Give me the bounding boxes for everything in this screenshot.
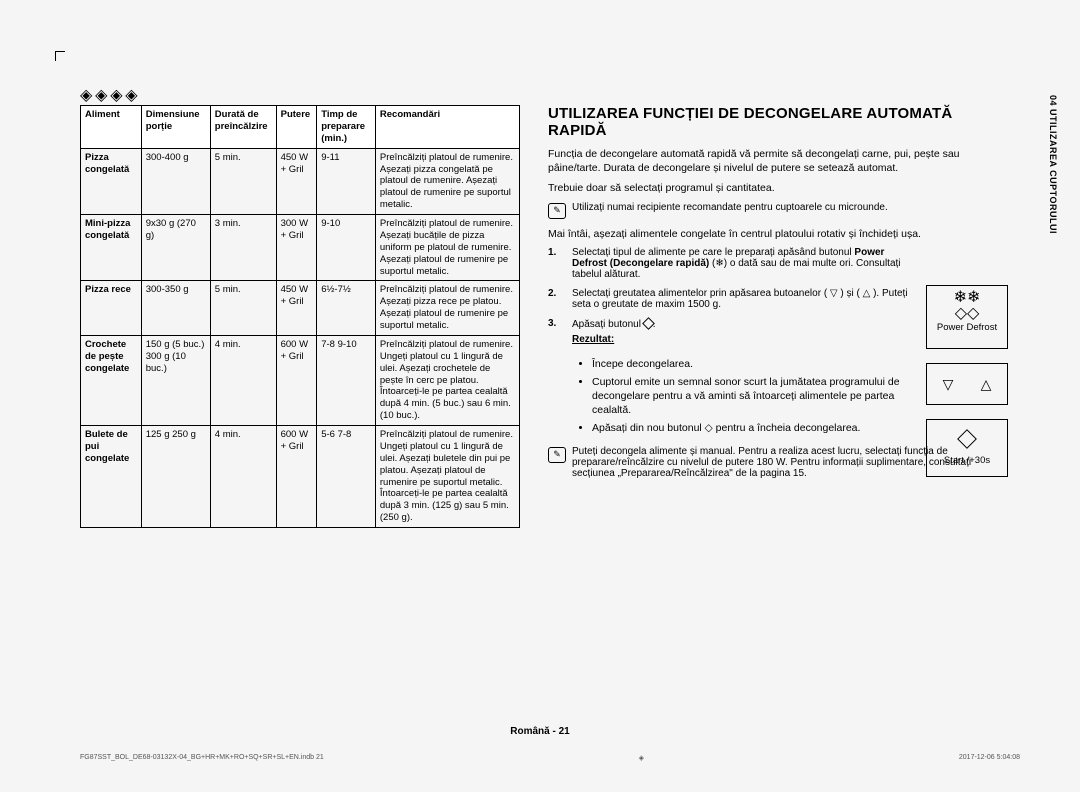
right-column: UTILIZAREA FUNCȚIEI DE DECONGELARE AUTOM… — [548, 105, 1008, 528]
table-header: Putere — [276, 106, 317, 149]
step-num: 2. — [548, 288, 564, 310]
table-row: Bulete de pui congelate125 g 250 g4 min.… — [81, 426, 520, 528]
up-arrow-icon: △ — [981, 376, 992, 393]
step-text: Selectați tipul de alimente pe care le p… — [572, 247, 854, 258]
table-cell: 7-8 9-10 — [317, 335, 376, 425]
intro-para-1: Funcția de decongelare automată rapidă v… — [548, 147, 1008, 175]
table-header: Dimensiune porție — [141, 106, 210, 149]
crop-mark-top: ◈ — [80, 87, 92, 104]
down-arrow-icon: ▽ — [943, 376, 954, 393]
intro-para-2: Trebuie doar să selectați programul și c… — [548, 181, 1008, 195]
table-cell: Mini-pizza congelată — [81, 215, 142, 281]
table-row: Crochete de pește congelate150 g (5 buc.… — [81, 335, 520, 425]
cooking-table: AlimentDimensiune porțieDurată de preînc… — [80, 105, 520, 528]
table-cell: Preîncălziți platoul de rumenire. Așezaț… — [375, 281, 519, 336]
crop-mark-left: ◈ — [110, 87, 122, 104]
defrost-icon: (❄) — [712, 258, 730, 269]
table-cell: 4 min. — [210, 426, 276, 528]
table-cell: Bulete de pui congelate — [81, 426, 142, 528]
result-item: Cuptorul emite un semnal sonor scurt la … — [592, 375, 918, 418]
table-row: Mini-pizza congelată9x30 g (270 g)3 min.… — [81, 215, 520, 281]
table-cell: 450 W + Gril — [276, 281, 317, 336]
crop-mark-icon: ◈ — [639, 754, 644, 762]
table-cell: 600 W + Gril — [276, 335, 317, 425]
table-cell: 150 g (5 buc.) 300 g (10 buc.) — [141, 335, 210, 425]
table-cell: Preîncălziți platoul de rumenire. Așezaț… — [375, 215, 519, 281]
note-1: ✎ Utilizați numai recipiente recomandate… — [548, 202, 1008, 219]
table-cell: Pizza rece — [81, 281, 142, 336]
table-cell: 300-400 g — [141, 148, 210, 214]
table-cell: 4 min. — [210, 335, 276, 425]
table-header: Aliment — [81, 106, 142, 149]
result-heading: Rezultat: — [572, 334, 918, 345]
box-label: Power Defrost — [929, 322, 1005, 333]
table-cell: 5-6 7-8 — [317, 426, 376, 528]
footer-left: FG87SST_BOL_DE68-03132X-04_BG+HR+MK+RO+S… — [80, 754, 324, 762]
side-tab: 04 UTILIZAREA CUPTORULUI — [1048, 95, 1058, 234]
note-icon: ✎ — [548, 203, 566, 219]
print-footer: FG87SST_BOL_DE68-03132X-04_BG+HR+MK+RO+S… — [80, 754, 1020, 762]
section-title: UTILIZAREA FUNCȚIEI DE DECONGELARE AUTOM… — [548, 105, 1008, 139]
table-cell: 450 W + Gril — [276, 148, 317, 214]
power-defrost-button: ❄❄◇◇ Power Defrost — [926, 285, 1008, 349]
table-cell: Pizza congelată — [81, 148, 142, 214]
page-footer: Română - 21 — [0, 726, 1080, 737]
snowflake-icon: ❄❄◇◇ — [929, 290, 1005, 322]
step-num: 3. — [548, 318, 564, 349]
table-header: Durată de preîncălzire — [210, 106, 276, 149]
result-item: Apăsați din nou butonul ◇ pentru a înche… — [592, 421, 918, 435]
note-text: Utilizați numai recipiente recomandate p… — [572, 202, 888, 219]
diamond-icon — [957, 429, 977, 449]
table-cell: 600 W + Gril — [276, 426, 317, 528]
table-cell: Preîncălziți platoul de rumenire. Ungeți… — [375, 335, 519, 425]
table-cell: 5 min. — [210, 148, 276, 214]
left-column: AlimentDimensiune porțieDurată de preînc… — [80, 105, 520, 528]
table-row: Pizza congelată300-400 g5 min.450 W + Gr… — [81, 148, 520, 214]
weight-buttons: ▽ △ — [926, 363, 1008, 405]
note-icon: ✎ — [548, 447, 566, 463]
footer-right: 2017-12-06 5:04:08 — [959, 754, 1020, 762]
start-button: Start /+30s — [926, 419, 1008, 477]
step-text: Apăsați butonul — [572, 319, 644, 330]
result-item: Începe decongelarea. — [592, 357, 918, 371]
table-cell: 300 W + Gril — [276, 215, 317, 281]
table-row: Pizza rece300-350 g5 min.450 W + Gril6½-… — [81, 281, 520, 336]
table-header: Timp de preparare (min.) — [317, 106, 376, 149]
box-label: Start /+30s — [944, 455, 990, 466]
table-cell: Crochete de pește congelate — [81, 335, 142, 425]
crop-mark-bottom: ◈ — [95, 87, 107, 104]
table-cell: 300-350 g — [141, 281, 210, 336]
crop-mark-right: ◈ — [125, 87, 137, 104]
table-cell: 9x30 g (270 g) — [141, 215, 210, 281]
table-cell: 3 min. — [210, 215, 276, 281]
table-cell: Preîncălziți platoul de rumenire. Ungeți… — [375, 426, 519, 528]
page-content: AlimentDimensiune porțieDurată de preînc… — [80, 105, 1020, 528]
step-body: Selectați tipul de alimente pe care le p… — [572, 247, 1008, 280]
table-cell: 5 min. — [210, 281, 276, 336]
table-cell: 9-11 — [317, 148, 376, 214]
step-num: 1. — [548, 247, 564, 280]
table-cell: 6½-7½ — [317, 281, 376, 336]
intro-para-3: Mai întâi, așezați alimentele congelate … — [548, 227, 1008, 241]
corner-mark — [46, 42, 64, 60]
table-header: Recomandări — [375, 106, 519, 149]
step-1: 1. Selectați tipul de alimente pe care l… — [548, 247, 1008, 280]
table-cell: 9-10 — [317, 215, 376, 281]
table-cell: Preîncălziți platoul de rumenire. Așezaț… — [375, 148, 519, 214]
table-cell: 125 g 250 g — [141, 426, 210, 528]
